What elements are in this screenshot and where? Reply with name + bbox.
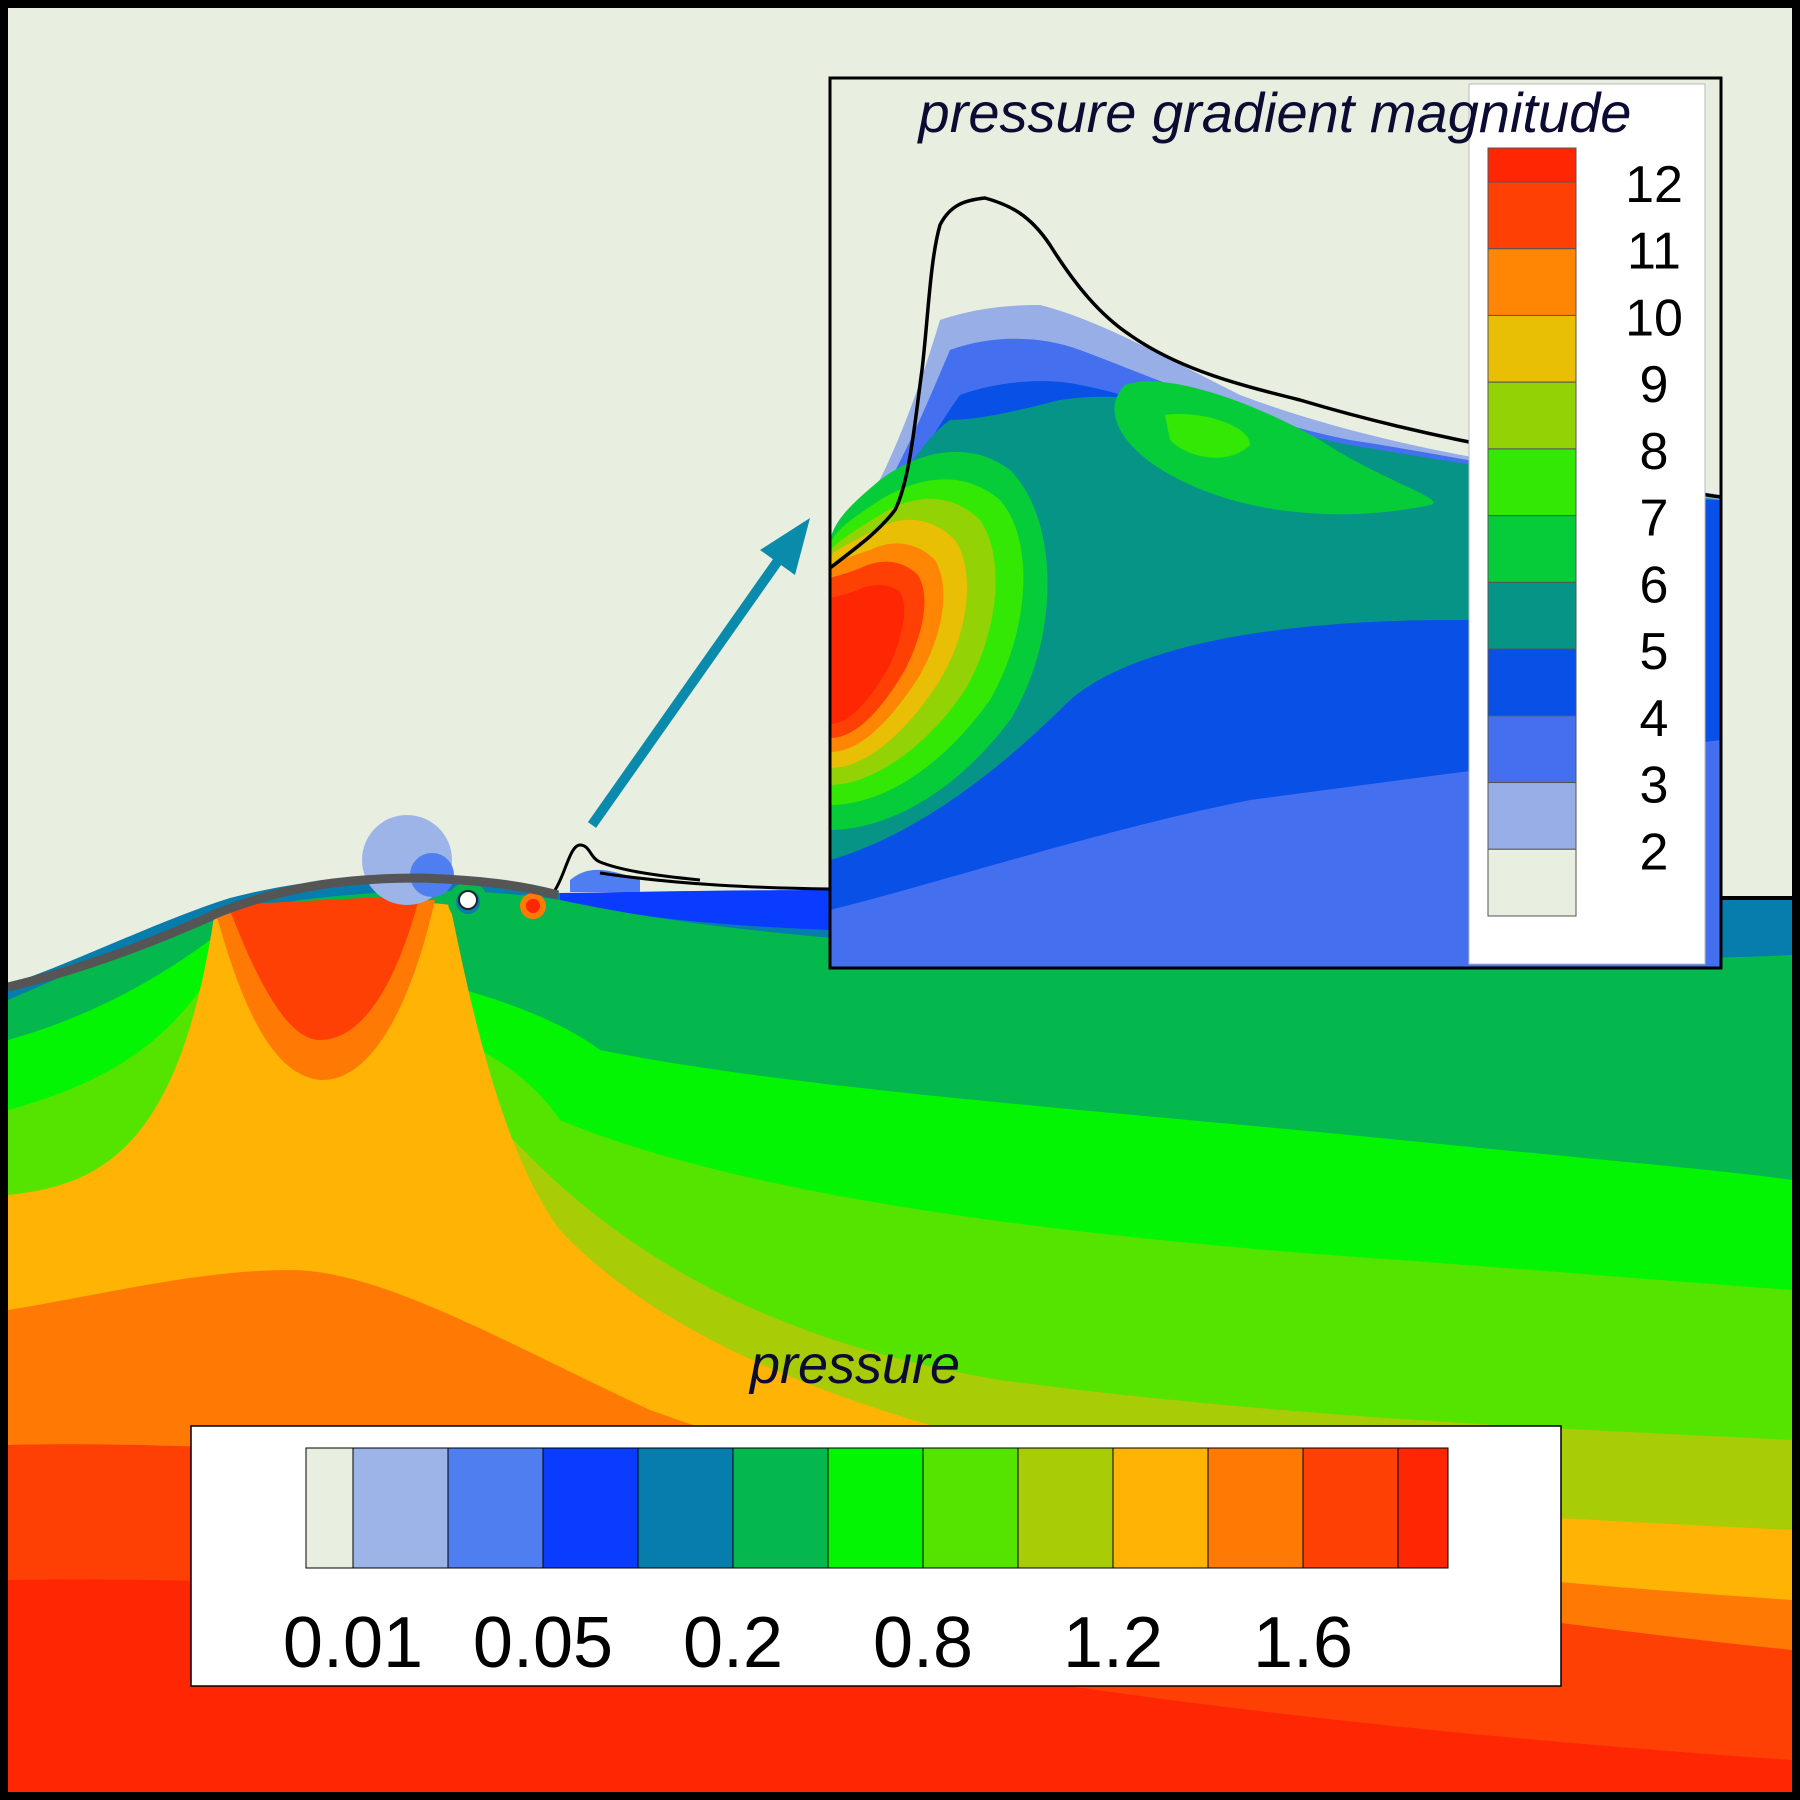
colorbar-tick-label: 4 — [1640, 690, 1669, 748]
colorbar-swatch — [1487, 248, 1577, 316]
colorbar-swatch — [1302, 1447, 1399, 1569]
colorbar-ticks: 0.01 0.05 0.2 0.8 1.2 1.6 — [283, 1603, 1353, 1683]
colorbar-swatch — [1487, 515, 1577, 583]
free-surface — [8, 873, 560, 992]
colorbar-swatch — [305, 1447, 354, 1569]
colorbar-swatch — [1487, 581, 1577, 650]
contour-band — [526, 899, 540, 913]
jet-spike — [553, 843, 701, 891]
colorbar-tick-label: 10 — [1625, 289, 1683, 347]
colorbar-tick-label: 0.8 — [873, 1603, 973, 1683]
colorbar-swatch — [1112, 1447, 1209, 1569]
colorbar-tick-label: 2 — [1640, 823, 1669, 881]
colorbar-tick-label: 8 — [1640, 423, 1669, 481]
inset-panel: 12 11 10 9 8 7 6 5 4 3 2 pressure gradient magnitu… — [828, 76, 1723, 970]
contour-band — [1114, 381, 1434, 515]
gradient-colorbar-ticks: 12 11 10 9 8 7 6 5 4 3 2 — [1625, 156, 1683, 881]
colorbar-swatch — [1487, 381, 1577, 450]
colorbar-swatch — [352, 1447, 449, 1569]
colorbar-swatch — [1487, 648, 1577, 717]
bubble — [458, 890, 478, 910]
colorbar-tick-label: 7 — [1640, 490, 1669, 548]
colorbar-tick-label: 1.6 — [1253, 1603, 1353, 1683]
inset-frame — [828, 76, 1723, 970]
colorbar-swatch — [542, 1447, 639, 1569]
colorbar-swatch — [447, 1447, 544, 1569]
colorbar-swatch — [1017, 1447, 1114, 1569]
colorbar-swatch — [827, 1447, 924, 1569]
contour-band — [228, 895, 420, 1040]
colorbar-swatch — [922, 1447, 1019, 1569]
colorbar-tick-label: 0.2 — [683, 1603, 783, 1683]
colorbar-tick-label: 1.2 — [1063, 1603, 1163, 1683]
contour-band — [830, 585, 905, 724]
colorbar-swatch — [1207, 1447, 1304, 1569]
colorbar-swatch — [637, 1447, 734, 1569]
colorbar-swatch — [1487, 715, 1577, 784]
colorbar-tick-label: 0.01 — [283, 1603, 423, 1683]
gradient-colorbar-swatches — [1487, 147, 1577, 917]
colorbar-swatch — [1487, 448, 1577, 517]
contour-band — [1165, 414, 1250, 458]
colorbar-tick-label: 6 — [1640, 556, 1669, 614]
pressure-colorbar: pressure 0.01 0.05 0.2 0.8 1.2 1.6 — [190, 1335, 1562, 1687]
colorbar-tick-label: 3 — [1640, 757, 1669, 815]
colorbar-tick-label: 9 — [1640, 356, 1669, 414]
colorbar-swatch — [1487, 314, 1577, 383]
zoom-arrow — [587, 518, 810, 828]
colorbar-tick-label: 11 — [1627, 223, 1681, 281]
colorbar-swatch — [732, 1447, 829, 1569]
colorbar-swatch — [1487, 782, 1577, 850]
contour-band — [560, 890, 830, 930]
gradient-title: pressure gradient magnitude — [917, 81, 1632, 144]
colorbar-swatch — [1487, 181, 1577, 250]
colorbar-swatch — [1397, 1447, 1449, 1569]
colorbar-tick-label: 12 — [1625, 156, 1683, 214]
colorbar-tick-label: 0.05 — [473, 1603, 613, 1683]
pressure-title: pressure — [748, 1335, 960, 1395]
colorbar-swatch — [1487, 147, 1577, 183]
colorbar-swatch — [1487, 848, 1577, 917]
colorbar-swatches — [305, 1447, 1449, 1569]
free-surface — [599, 871, 831, 891]
colorbar-tick-label: 5 — [1640, 623, 1669, 681]
